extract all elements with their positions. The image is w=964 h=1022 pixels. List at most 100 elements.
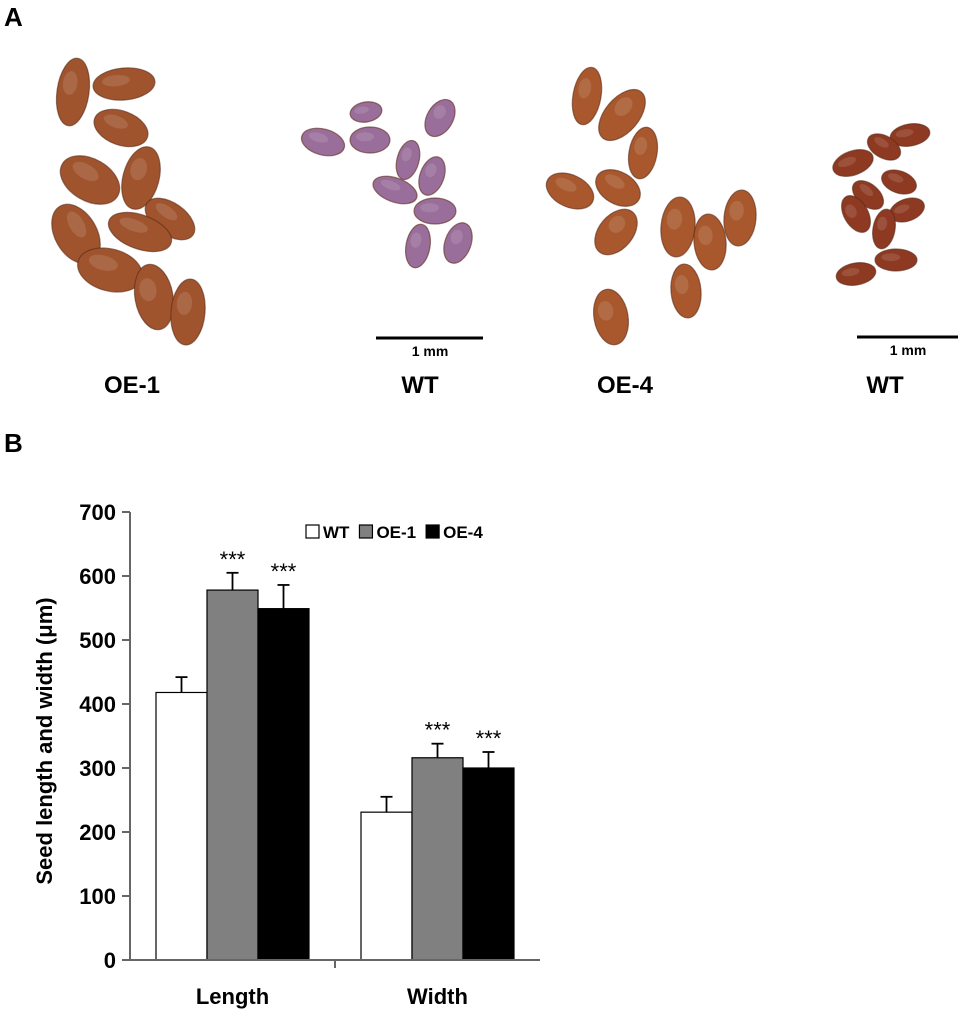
seed-highlight: [410, 232, 422, 248]
seed-highlight: [895, 129, 914, 138]
seed-highlight: [605, 174, 625, 189]
y-axis-label: Seed length and width (μm): [32, 597, 57, 884]
seed-highlight: [597, 301, 614, 321]
seed-highlight: [666, 208, 683, 230]
legend-label: OE-1: [376, 523, 416, 542]
seed: [594, 208, 638, 256]
seed-highlight: [88, 254, 118, 271]
seed-highlight: [420, 203, 440, 213]
seed: [418, 156, 446, 196]
scale-bar-2-label: 1 mm: [889, 342, 927, 358]
seed: [372, 175, 418, 205]
seed: [93, 108, 149, 148]
seed-highlight: [859, 184, 874, 196]
seed-highlight: [155, 203, 178, 221]
seed-highlight: [881, 253, 901, 262]
scale-bar-1-label: 1 mm: [411, 343, 449, 359]
y-tick-label: 0: [104, 948, 116, 973]
seed: [55, 57, 91, 127]
y-tick-label: 300: [79, 756, 116, 781]
seed-highlight: [139, 278, 157, 302]
seed-highlight: [729, 200, 744, 221]
seed: [571, 66, 603, 126]
seed: [840, 195, 872, 233]
photo-label-oe-4: OE-4: [596, 372, 653, 399]
seed: [92, 67, 156, 101]
seed-photos: [51, 57, 958, 346]
seed-highlight: [841, 268, 860, 277]
bar: [411, 757, 464, 961]
seed: [835, 262, 877, 286]
panel-a-letter: A: [4, 2, 23, 32]
seed: [349, 126, 391, 154]
seed-highlight: [674, 275, 689, 295]
photo-label-wt-2: WT: [866, 372, 904, 399]
category-label: Width: [407, 984, 468, 1009]
seed: [693, 213, 727, 271]
seed-highlight: [634, 136, 648, 156]
y-tick-label: 200: [79, 820, 116, 845]
seed-highlight: [380, 179, 401, 191]
seed: [881, 169, 917, 195]
y-tick-label: 500: [79, 628, 116, 653]
seed: [595, 169, 641, 207]
seed-highlight: [176, 291, 193, 315]
seed-highlight: [354, 106, 369, 114]
seed: [670, 263, 702, 319]
photo-label-oe-1: OE-1: [103, 372, 160, 399]
seed-highlight: [425, 163, 437, 178]
seed-highlight: [555, 177, 577, 192]
seed: [424, 98, 456, 138]
seed-highlight: [874, 137, 889, 148]
significance-label: ***: [220, 547, 246, 572]
seed-highlight: [308, 132, 329, 143]
photo-label-wt: WT: [401, 372, 439, 399]
bar: [360, 811, 413, 961]
seed-highlight: [119, 217, 148, 233]
seed-highlight: [433, 105, 446, 119]
seed: [349, 101, 383, 123]
seed: [300, 127, 346, 157]
seed: [107, 211, 173, 253]
seed: [133, 263, 175, 331]
y-tick-label: 400: [79, 692, 116, 717]
significance-label: ***: [425, 718, 451, 743]
photo-oe-1-seeds: [51, 57, 206, 346]
bar: [206, 589, 259, 961]
bar: [257, 608, 310, 961]
seed: [866, 133, 902, 161]
seed-highlight: [614, 97, 633, 116]
seed-highlight: [401, 147, 412, 162]
photo-wt-seeds-2: [832, 123, 931, 286]
seed: [395, 139, 421, 181]
legend-swatch: [425, 524, 440, 539]
seed: [413, 197, 457, 225]
legend-swatch: [305, 524, 320, 539]
legend-label: WT: [323, 523, 350, 542]
seed-highlight: [698, 225, 713, 246]
seed: [121, 146, 161, 210]
bar-chart: *** *** *** *** 0 100 200 300 400 500 600 700 Leng…: [32, 500, 540, 1009]
seed-highlight: [894, 204, 910, 214]
significance-label: ***: [476, 726, 502, 751]
seed: [872, 208, 896, 250]
bar: [462, 767, 515, 961]
seed: [545, 172, 595, 210]
seed-highlight: [450, 229, 463, 245]
seed: [443, 222, 473, 264]
seed-highlight: [356, 132, 374, 142]
bar: [155, 691, 208, 961]
seed-highlight: [66, 211, 87, 238]
seed: [874, 248, 918, 272]
seed-highlight: [887, 173, 904, 183]
seed: [59, 155, 121, 205]
seed: [832, 149, 874, 177]
seed-highlight: [838, 156, 857, 168]
seed-highlight: [608, 215, 626, 233]
category-label: Length: [196, 984, 269, 1009]
y-tick-label: 700: [79, 500, 116, 525]
seed: [170, 278, 206, 346]
seed: [627, 126, 659, 180]
panel-b-letter: B: [4, 428, 23, 458]
y-tick-label: 100: [79, 884, 116, 909]
